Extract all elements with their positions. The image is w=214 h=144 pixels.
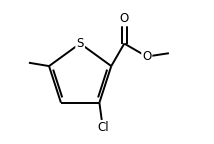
Text: O: O <box>120 12 129 25</box>
Text: O: O <box>142 50 152 63</box>
Text: Cl: Cl <box>97 121 108 134</box>
Text: S: S <box>76 37 84 50</box>
